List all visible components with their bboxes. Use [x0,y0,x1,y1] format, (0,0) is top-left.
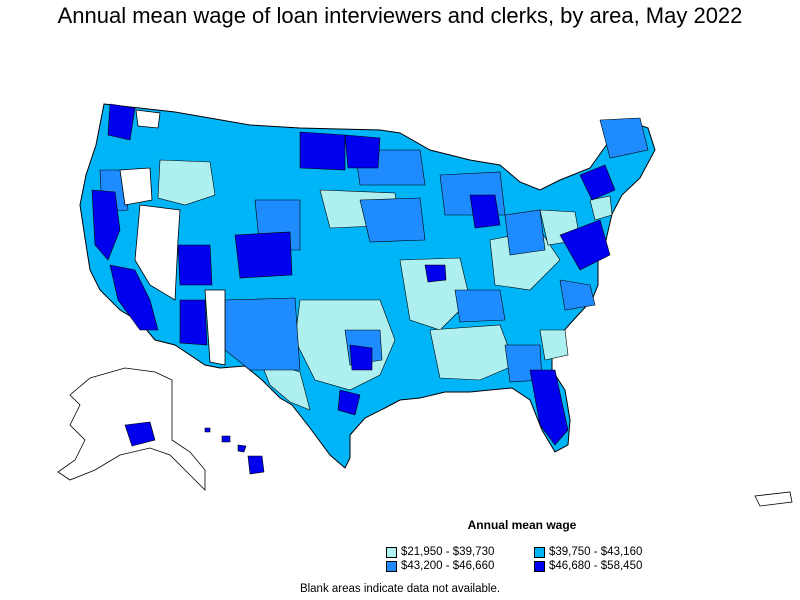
alaska-region-dark [124,421,156,447]
legend-label-1: $21,950 - $39,730 [401,546,495,558]
legend-swatch-3 [386,560,397,572]
legend-swatch-1 [386,546,397,558]
legend-swatch-2 [534,546,545,558]
puerto-rico [754,491,793,507]
legend-item-2: $39,750 - $43,160 [534,546,642,558]
legend-swatch-4 [534,560,545,572]
highest-bracket-areas [91,103,616,446]
legend-label-2: $39,750 - $43,160 [549,546,643,558]
legend-item-4: $46,680 - $58,450 [534,560,642,572]
legend-label-3: $43,200 - $46,660 [401,560,495,572]
hawaii [204,427,265,475]
legend-title: Annual mean wage [467,518,577,532]
blank-areas-note: Blank areas indicate data not available. [0,583,800,595]
legend-item-3: $43,200 - $46,660 [386,560,494,572]
legend-item-1: $21,950 - $39,730 [386,546,494,558]
map-title: Annual mean wage of loan interviewers an… [57,3,743,28]
note-text: Blank areas indicate data not available. [299,583,501,595]
no-data-areas [119,109,226,366]
legend-label-4: $46,680 - $58,450 [549,560,643,572]
